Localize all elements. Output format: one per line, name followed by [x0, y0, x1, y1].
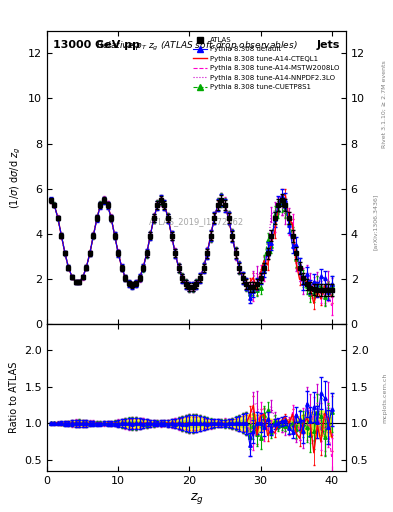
Y-axis label: $(1/\sigma)$ d$\sigma$/d $z_g$: $(1/\sigma)$ d$\sigma$/d $z_g$ — [8, 146, 23, 209]
Text: ATLAS_2019_I1772062: ATLAS_2019_I1772062 — [149, 217, 244, 226]
Y-axis label: Ratio to ATLAS: Ratio to ATLAS — [9, 362, 19, 433]
Legend: ATLAS, Pythia 8.308 default, Pythia 8.308 tune-A14-CTEQL1, Pythia 8.308 tune-A14: ATLAS, Pythia 8.308 default, Pythia 8.30… — [190, 34, 342, 93]
Text: [arXiv:1306.3436]: [arXiv:1306.3436] — [373, 194, 378, 250]
Text: Relative $p_T$ $z_g$ (ATLAS soft-drop observables): Relative $p_T$ $z_g$ (ATLAS soft-drop ob… — [95, 39, 298, 53]
X-axis label: $z_g$: $z_g$ — [189, 492, 204, 506]
Text: Rivet 3.1.10; ≥ 2.7M events: Rivet 3.1.10; ≥ 2.7M events — [382, 60, 387, 148]
Text: Jets: Jets — [316, 39, 340, 50]
Text: mcplots.cern.ch: mcplots.cern.ch — [382, 372, 387, 423]
Text: 13000 GeV pp: 13000 GeV pp — [53, 39, 140, 50]
